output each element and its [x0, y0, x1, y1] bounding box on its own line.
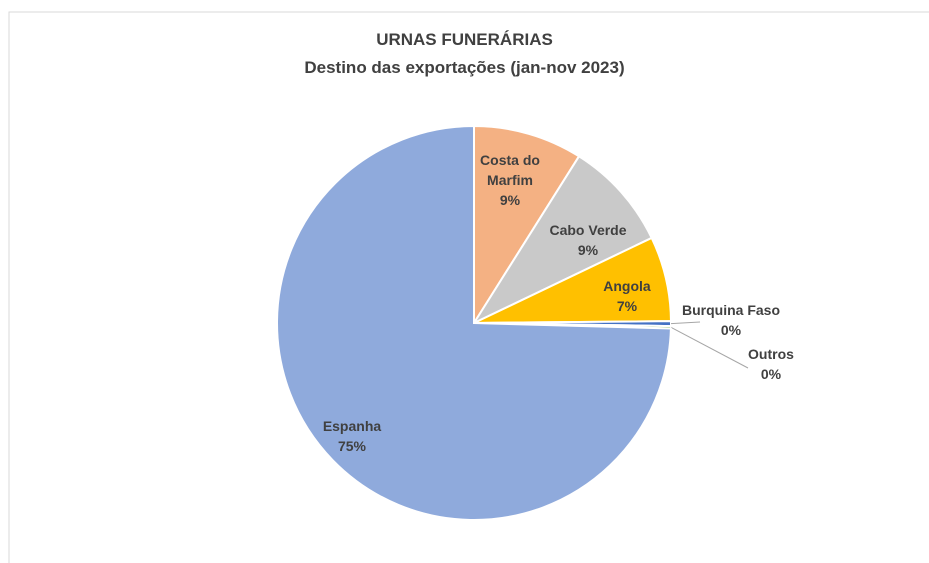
chart-title: URNAS FUNERÁRIAS [376, 30, 553, 49]
data-label-value: 9% [499, 192, 521, 208]
data-label-name: Costa do Marfim [480, 152, 540, 188]
data-label: Espanha 75% [312, 416, 392, 456]
pie-slice [473, 124, 581, 327]
pie-slice [471, 154, 654, 326]
data-label-name: Espanha [322, 418, 382, 434]
chart-frame [8, 11, 929, 563]
data-label-value: 0% [720, 322, 742, 338]
chart-subtitle: Destino das exportações (jan-nov 2023) [304, 58, 625, 77]
data-label-name: Cabo Verde [549, 222, 627, 238]
data-label: Burquina Faso 0% [666, 300, 796, 340]
data-label-value: 75% [337, 438, 367, 454]
data-label: Costa do Marfim 9% [470, 150, 550, 210]
data-label-name: Angola [603, 278, 651, 294]
data-label-value: 9% [577, 242, 599, 258]
data-label: Angola 7% [587, 276, 667, 316]
data-label: Outros 0% [731, 344, 811, 384]
data-label-name: Burquina Faso [681, 302, 780, 318]
leader-line [670, 326, 749, 369]
data-label-name: Outros [748, 346, 794, 362]
data-label-value: 0% [760, 366, 782, 382]
pie-slice [276, 124, 672, 521]
data-label-value: 7% [616, 298, 638, 314]
leader-line [670, 321, 701, 325]
data-label: Cabo Verde 9% [533, 220, 643, 260]
